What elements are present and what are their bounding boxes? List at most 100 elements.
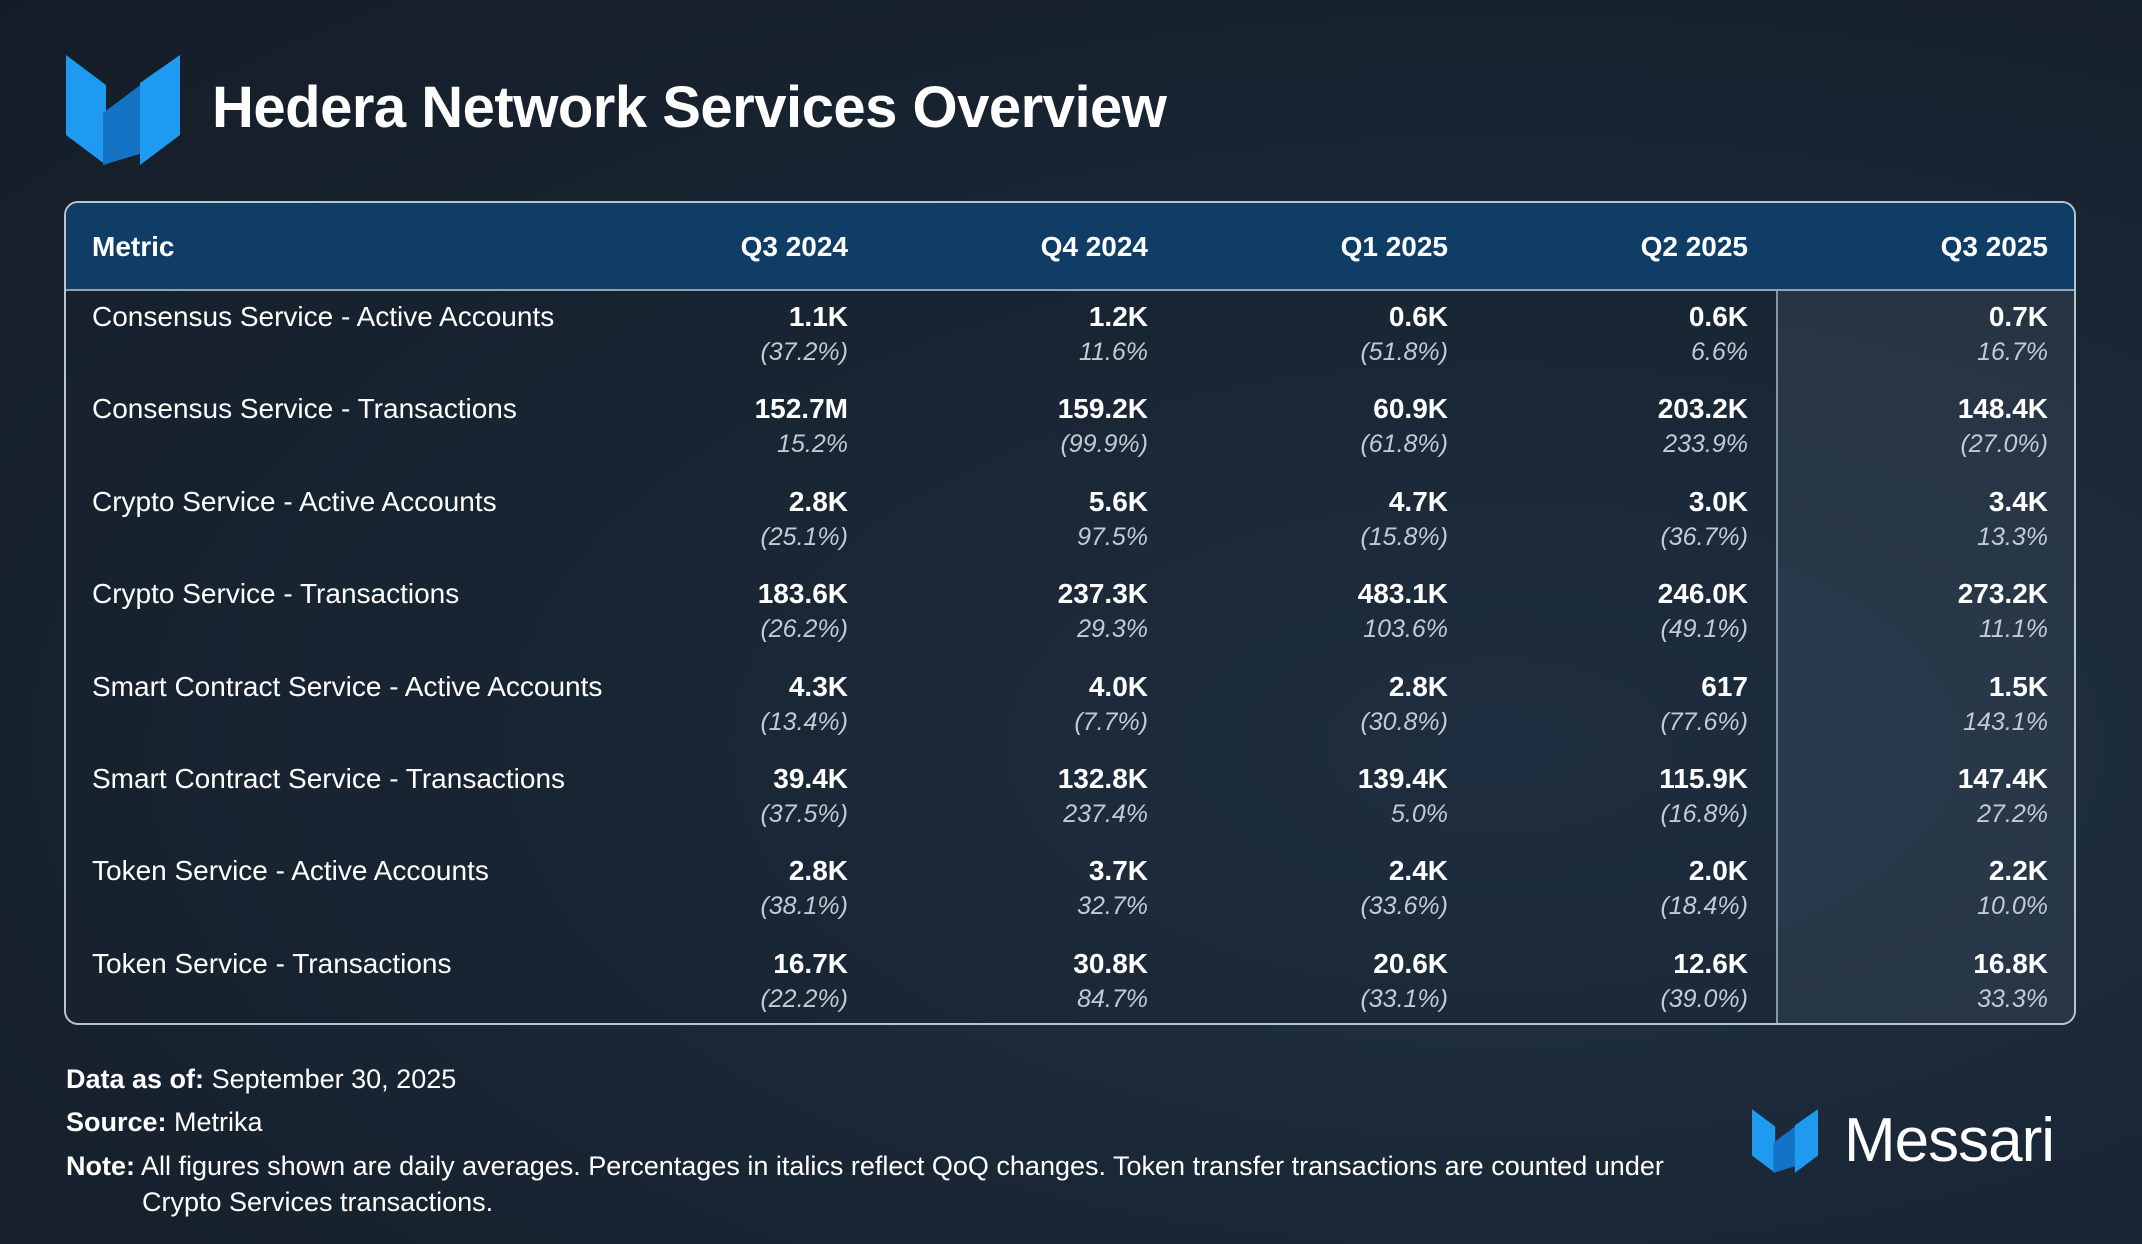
qoq-change: 33.3% — [1977, 984, 2048, 1013]
qoq-change: (77.6%) — [1660, 707, 1748, 736]
metric-value: 237.3K — [1057, 578, 1148, 610]
metric-label: Consensus Service - Active Accounts — [92, 301, 555, 332]
metric-value: 0.6K — [1688, 301, 1748, 332]
metric-value: 2.4K — [1388, 855, 1448, 887]
qoq-change: (33.1%) — [1360, 984, 1448, 1013]
qoq-change: 143.1% — [1963, 707, 2048, 736]
table-row: Crypto Service - Transactions 183.6K (26.2… — [66, 568, 2074, 660]
metric-value: 139.4K — [1357, 763, 1448, 794]
qoq-change: 97.5% — [1077, 522, 1148, 551]
qoq-change: 27.2% — [1977, 800, 2048, 828]
qoq-change: 11.6% — [1078, 338, 1148, 366]
qoq-change: 84.7% — [1077, 984, 1148, 1013]
metric-value: 60.9K — [1373, 393, 1448, 425]
qoq-change: (13.4%) — [760, 707, 848, 736]
qoq-change: (38.1%) — [760, 892, 848, 921]
source-value: Metrika — [174, 1107, 263, 1137]
table-row: Consensus Service - Active Accounts 1.1K (… — [66, 291, 2074, 383]
column-header-q3-2024: Q3 2024 — [740, 231, 848, 262]
qoq-change: (16.8%) — [1660, 800, 1748, 828]
qoq-change: 32.7% — [1077, 892, 1148, 921]
qoq-change: 29.3% — [1077, 615, 1148, 644]
metric-value: 115.9K — [1659, 763, 1748, 794]
table-header: Metric Q3 2024 Q4 2024 Q1 2025 Q2 2025 Q… — [66, 203, 2074, 291]
qoq-change: 5.0% — [1391, 800, 1448, 828]
metric-value: 4.3K — [788, 670, 848, 702]
qoq-change: (27.0%) — [1960, 430, 2048, 459]
metric-value: 5.6K — [1088, 485, 1148, 517]
metric-label: Token Service - Transactions — [92, 947, 452, 979]
metric-value: 30.8K — [1073, 947, 1148, 979]
metric-value: 3.0K — [1688, 485, 1748, 517]
metric-value: 39.4K — [773, 763, 848, 794]
qoq-change: (25.1%) — [760, 522, 848, 551]
qoq-change: 103.6% — [1363, 615, 1448, 644]
metric-value: 2.0K — [1688, 855, 1748, 887]
metric-value: 4.7K — [1388, 485, 1448, 517]
metric-value: 152.7M — [754, 393, 848, 425]
qoq-change: 15.2% — [777, 430, 848, 459]
qoq-change: (22.2%) — [760, 984, 848, 1013]
qoq-change: (37.5%) — [760, 800, 848, 828]
metric-value: 12.6K — [1673, 947, 1748, 979]
note-text-line2: Crypto Services transactions. — [142, 1187, 494, 1217]
services-table: Metric Q3 2024 Q4 2024 Q1 2025 Q2 2025 Q… — [64, 201, 2076, 1025]
metric-value: 2.8K — [788, 485, 848, 517]
metric-label: Crypto Service - Transactions — [92, 578, 460, 610]
metric-value: 183.6K — [757, 578, 848, 610]
qoq-change: (49.1%) — [1660, 615, 1748, 644]
metric-value: 483.1K — [1357, 578, 1448, 610]
note-label: Note: — [66, 1151, 135, 1181]
metric-value: 0.7K — [1988, 301, 2048, 332]
column-header-q4-2024: Q4 2024 — [1040, 231, 1148, 262]
metric-value: 203.2K — [1657, 393, 1748, 425]
table-row: Consensus Service - Transactions 152.7M 15… — [66, 383, 2074, 475]
table-row: Token Service - Transactions 16.7K (22.2%)… — [66, 938, 2074, 1023]
metric-value: 148.4K — [1957, 393, 2048, 425]
data-as-of-label: Data as of: — [66, 1064, 205, 1094]
metric-value: 20.6K — [1373, 947, 1448, 979]
footer-notes: Data as of: September 30, 2025 Source: M… — [66, 1058, 1664, 1220]
table-row: Smart Contract Service - Active Accounts… — [66, 661, 2074, 753]
table-row: Crypto Service - Active Accounts 2.8K (25.… — [66, 476, 2074, 568]
messari-m-icon — [1752, 1109, 1818, 1173]
qoq-change: 16.7% — [1977, 338, 2048, 366]
source-label: Source: — [66, 1107, 167, 1137]
metric-value: 617 — [1701, 670, 1748, 702]
qoq-change: (30.8%) — [1360, 707, 1448, 736]
metric-value: 147.4K — [1957, 763, 2048, 794]
metric-label: Crypto Service - Active Accounts — [92, 485, 497, 517]
metric-value: 2.2K — [1988, 855, 2048, 887]
metric-value: 3.4K — [1988, 485, 2048, 517]
metric-value: 273.2K — [1957, 578, 2048, 610]
metric-value: 1.1K — [788, 301, 848, 332]
column-header-q1-2025: Q1 2025 — [1340, 231, 1448, 262]
metric-label: Smart Contract Service - Transactions — [92, 763, 566, 794]
qoq-change: 13.3% — [1977, 522, 2048, 551]
metric-value: 1.5K — [1988, 670, 2048, 702]
qoq-change: 6.6% — [1691, 338, 1748, 366]
metric-label: Consensus Service - Transactions — [92, 393, 517, 425]
metric-value: 16.8K — [1973, 947, 2048, 979]
metric-value: 4.0K — [1088, 670, 1148, 702]
column-header-metric: Metric — [92, 231, 175, 262]
brand-name: Messari — [1844, 1106, 2055, 1175]
metric-value: 3.7K — [1088, 855, 1148, 887]
metric-value: 0.6K — [1388, 301, 1448, 332]
qoq-change: (37.2%) — [760, 338, 848, 366]
column-header-q3-2025: Q3 2025 — [1940, 231, 2048, 262]
metric-label: Smart Contract Service - Active Accounts — [92, 670, 603, 702]
table-row: Smart Contract Service - Transactions 39.… — [66, 753, 2074, 845]
page-title: Hedera Network Services Overview — [212, 75, 1167, 140]
qoq-change: (7.7%) — [1074, 707, 1148, 736]
metric-value: 2.8K — [1388, 670, 1448, 702]
qoq-change: (26.2%) — [760, 615, 848, 644]
qoq-change: (36.7%) — [1660, 522, 1748, 551]
qoq-change: (99.9%) — [1060, 430, 1148, 459]
metric-value: 159.2K — [1057, 393, 1148, 425]
column-header-q2-2025: Q2 2025 — [1640, 231, 1748, 262]
qoq-change: 233.9% — [1663, 430, 1748, 459]
qoq-change: (39.0%) — [1660, 984, 1748, 1013]
qoq-change: 10.0% — [1977, 892, 2048, 921]
metric-value: 246.0K — [1657, 578, 1748, 610]
